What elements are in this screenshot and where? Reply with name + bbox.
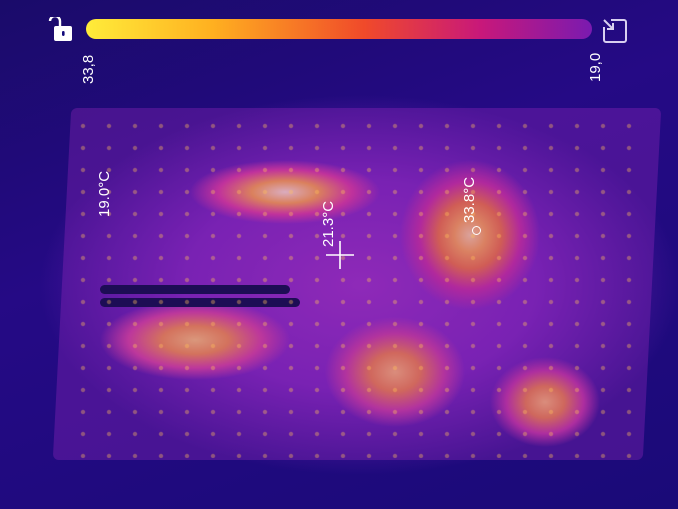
center-crosshair (324, 239, 356, 271)
scale-max-label: 33,8 (80, 54, 97, 84)
hot-spot-marker (472, 226, 481, 235)
hot-spot-label: 33.8°C (461, 176, 478, 223)
scale-min-label: 19,0 (587, 52, 604, 82)
board-trace (100, 298, 300, 307)
expand-icon[interactable] (602, 18, 628, 44)
cold-spot-label: 19.0°C (96, 170, 113, 217)
board-trace (100, 285, 290, 294)
temperature-scale-bar (86, 19, 592, 39)
lock-icon[interactable] (46, 14, 76, 43)
